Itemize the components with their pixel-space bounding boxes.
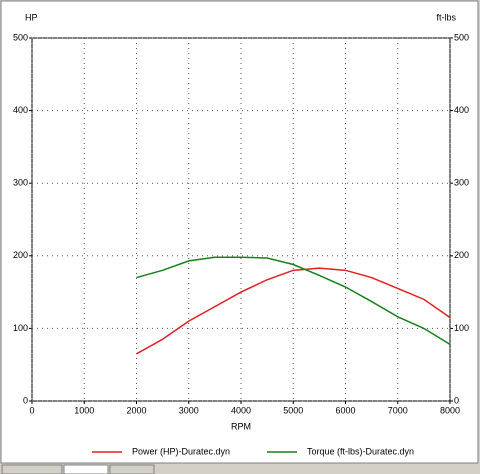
series-line xyxy=(136,256,451,346)
x-tick-label: 8000 xyxy=(440,405,460,415)
legend-label: Power (HP)-Duratec.dyn xyxy=(132,446,230,456)
x-tick-label: 3000 xyxy=(179,405,199,415)
legend-label: Torque (ft-lbs)-Duratec.dyn xyxy=(307,446,414,456)
y2-tick-label: 100 xyxy=(454,323,469,333)
x-tick-label: 2000 xyxy=(126,405,146,415)
x-tick-label: 5000 xyxy=(283,405,303,415)
x-tick-label: 0 xyxy=(29,405,34,415)
y-tick-label: 200 xyxy=(13,250,28,260)
x-tick-label: 4000 xyxy=(231,405,251,415)
y2-tick-label: 300 xyxy=(454,178,469,188)
x-tick-label: 7000 xyxy=(388,405,408,415)
y2-tick-label: 500 xyxy=(454,32,469,42)
y-tick-label: 500 xyxy=(13,32,28,42)
series-line xyxy=(136,267,451,355)
y2-tick-label: 0 xyxy=(454,395,459,405)
y-tick-label: 0 xyxy=(23,395,28,405)
x-tick-label: 6000 xyxy=(335,405,355,415)
chart-panel xyxy=(0,0,479,464)
y-axis-label: HP xyxy=(25,12,38,22)
y2-tick-label: 200 xyxy=(454,250,469,260)
tab[interactable] xyxy=(109,464,155,474)
y-tick-label: 400 xyxy=(13,105,28,115)
x-tick-label: 1000 xyxy=(74,405,94,415)
tab[interactable] xyxy=(63,464,109,474)
x-axis-label: RPM xyxy=(231,421,251,431)
y2-tick-label: 400 xyxy=(454,105,469,115)
y-tick-label: 300 xyxy=(13,178,28,188)
y-tick-label: 100 xyxy=(13,323,28,333)
tabs xyxy=(1,464,155,474)
tab[interactable] xyxy=(1,464,63,474)
y2-axis-label: ft-lbs xyxy=(436,12,456,22)
